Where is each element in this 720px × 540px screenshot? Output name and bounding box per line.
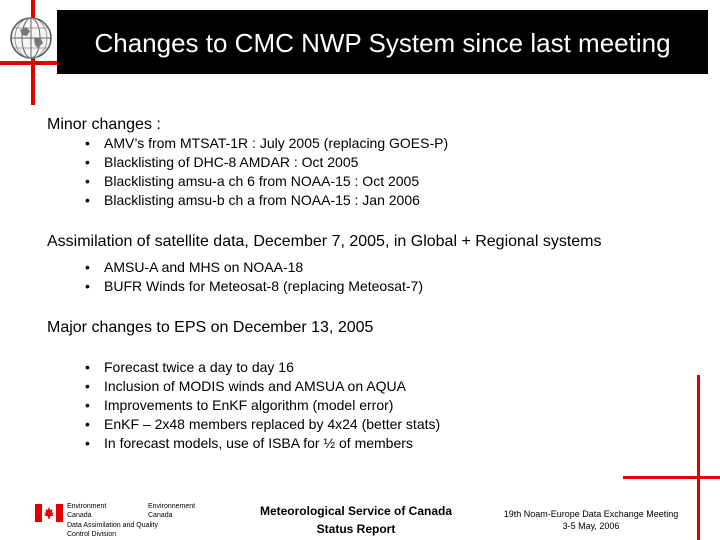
bullet-list-minor-changes: AMV’s from MTSAT-1R : July 2005 (replaci…: [85, 134, 448, 210]
footer-env-en-2: Canada: [67, 512, 92, 519]
list-item: Blacklisting amsu-b ch a from NOAA-15 : …: [85, 191, 448, 210]
footer-meeting-line1: 19th Noam-Europe Data Exchange Meeting: [503, 509, 679, 519]
globe-logo-icon: [10, 17, 52, 59]
bullet-list-eps-changes: Forecast twice a day to day 16 Inclusion…: [85, 358, 440, 453]
footer-division-1: Data Assimilation and Quality: [67, 522, 159, 529]
slide-title: Changes to CMC NWP System since last mee…: [94, 28, 671, 58]
footer-meeting-info: 19th Noam-Europe Data Exchange Meeting 3…: [488, 508, 694, 532]
footer-msc-line1: Meteorological Service of Canada: [259, 504, 453, 518]
footer-env-en-1: Environment: [67, 503, 107, 510]
list-item: AMV’s from MTSAT-1R : July 2005 (replaci…: [85, 134, 448, 153]
list-item: Blacklisting of DHC-8 AMDAR : Oct 2005: [85, 153, 448, 172]
section-heading-eps-changes: Major changes to EPS on December 13, 200…: [47, 319, 374, 336]
decor-red-horizontal-line-bottom: [623, 476, 720, 479]
footer-division-2: Control Division: [67, 531, 117, 538]
list-item: Inclusion of MODIS winds and AMSUA on AQ…: [85, 377, 440, 396]
list-item: Improvements to EnKF algorithm (model er…: [85, 396, 440, 415]
list-item: Forecast twice a day to day 16: [85, 358, 440, 377]
footer-msc-status-report: Meteorological Service of Canada Status …: [238, 502, 474, 538]
canada-flag-icon: [35, 504, 63, 522]
list-item: EnKF – 2x48 members replaced by 4x24 (be…: [85, 415, 440, 434]
title-bar: Changes to CMC NWP System since last mee…: [57, 10, 708, 74]
footer-msc-line2: Status Report: [316, 522, 396, 536]
list-item: Blacklisting amsu-a ch 6 from NOAA-15 : …: [85, 172, 448, 191]
decor-red-vertical-line-bottom: [697, 375, 700, 540]
footer-env-fr-1: Environnement: [148, 503, 196, 510]
list-item: AMSU-A and MHS on NOAA-18: [85, 258, 423, 277]
footer-env-fr-2: Canada: [148, 512, 173, 519]
footer-meeting-line2: 3-5 May, 2006: [562, 521, 620, 531]
list-item: BUFR Winds for Meteosat-8 (replacing Met…: [85, 277, 423, 296]
list-item: In forecast models, use of ISBA for ½ of…: [85, 434, 440, 453]
section-heading-satellite-assimilation: Assimilation of satellite data, December…: [47, 233, 602, 250]
section-heading-minor-changes: Minor changes :: [47, 116, 161, 133]
bullet-list-satellite-assimilation: AMSU-A and MHS on NOAA-18 BUFR Winds for…: [85, 258, 423, 296]
